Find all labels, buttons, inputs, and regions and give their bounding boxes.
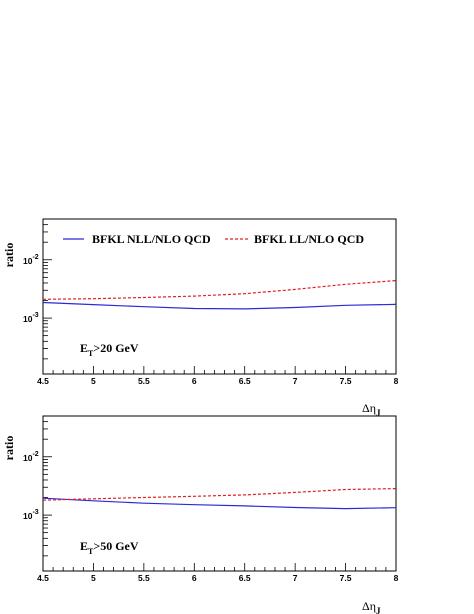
series-line-1 bbox=[43, 303, 396, 309]
series-line-2 bbox=[43, 281, 396, 300]
x-axis-label-sub: J bbox=[376, 606, 381, 614]
x-tick-label: 7.5 bbox=[340, 573, 352, 583]
y-tick-base: 10 bbox=[23, 314, 33, 324]
y-tick-label: 10-2 bbox=[23, 451, 39, 463]
energy-cut-annotation: ET>50 GeV bbox=[80, 539, 139, 556]
energy-cut-E: E bbox=[80, 539, 88, 553]
y-axis-label: ratio bbox=[2, 436, 16, 461]
x-tick-label: 5 bbox=[91, 573, 96, 583]
x-tick-label: 5 bbox=[91, 376, 96, 386]
legend: BFKL NLL/NLO QCD BFKL LL/NLO QCD bbox=[63, 232, 364, 246]
y-tick-base: 10 bbox=[23, 256, 33, 266]
x-axis-label: ΔηJ bbox=[362, 599, 381, 614]
y-tick-exponent: -3 bbox=[32, 509, 38, 516]
x-tick-label: 4.5 bbox=[37, 376, 49, 386]
series-line-1 bbox=[43, 498, 396, 508]
x-tick-label: 7 bbox=[293, 376, 298, 386]
x-axis-label-main: Δη bbox=[362, 599, 376, 613]
x-tick-label: 6 bbox=[192, 376, 197, 386]
legend-label-1: BFKL NLL/NLO QCD bbox=[92, 232, 211, 246]
x-tick-label: 7.5 bbox=[340, 376, 352, 386]
x-tick-label: 7 bbox=[293, 573, 298, 583]
x-tick-label: 4.5 bbox=[37, 573, 49, 583]
y-tick-label: 10-3 bbox=[23, 509, 39, 521]
energy-cut-value: >50 GeV bbox=[93, 539, 138, 553]
x-tick-label: 5.5 bbox=[138, 573, 150, 583]
x-axis-label: ΔηJ bbox=[362, 401, 381, 418]
y-tick-base: 10 bbox=[23, 511, 33, 521]
y-tick-exponent: -2 bbox=[32, 451, 38, 458]
y-tick-exponent: -2 bbox=[32, 254, 38, 261]
energy-cut-annotation: ET>20 GeV bbox=[80, 341, 139, 358]
series-line-2 bbox=[43, 489, 396, 501]
x-tick-label: 6.5 bbox=[239, 376, 251, 386]
x-tick-label: 8 bbox=[394, 573, 399, 583]
y-tick-label: 10-2 bbox=[23, 254, 39, 266]
x-axis-label-main: Δη bbox=[362, 401, 376, 415]
x-tick-label: 5.5 bbox=[138, 376, 150, 386]
y-tick-label: 10-3 bbox=[23, 312, 39, 324]
energy-cut-E: E bbox=[80, 341, 88, 355]
legend-label-2: BFKL LL/NLO QCD bbox=[254, 232, 364, 246]
y-tick-base: 10 bbox=[23, 453, 33, 463]
x-tick-label: 6.5 bbox=[239, 573, 251, 583]
x-tick-label: 8 bbox=[394, 376, 399, 386]
y-tick-exponent: -3 bbox=[32, 312, 38, 319]
x-tick-label: 6 bbox=[192, 573, 197, 583]
energy-cut-value: >20 GeV bbox=[93, 341, 138, 355]
y-axis-label: ratio bbox=[2, 243, 16, 268]
